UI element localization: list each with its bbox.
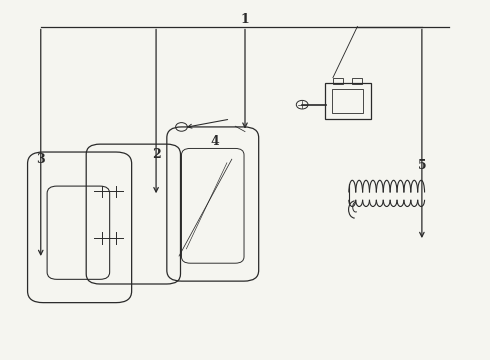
Text: 5: 5 [417, 159, 426, 172]
Text: 1: 1 [241, 13, 249, 26]
Text: 3: 3 [36, 153, 45, 166]
Bar [333, 78, 343, 84]
Bar [352, 78, 362, 84]
Text: 4: 4 [210, 135, 219, 148]
Text: 2: 2 [152, 148, 160, 161]
